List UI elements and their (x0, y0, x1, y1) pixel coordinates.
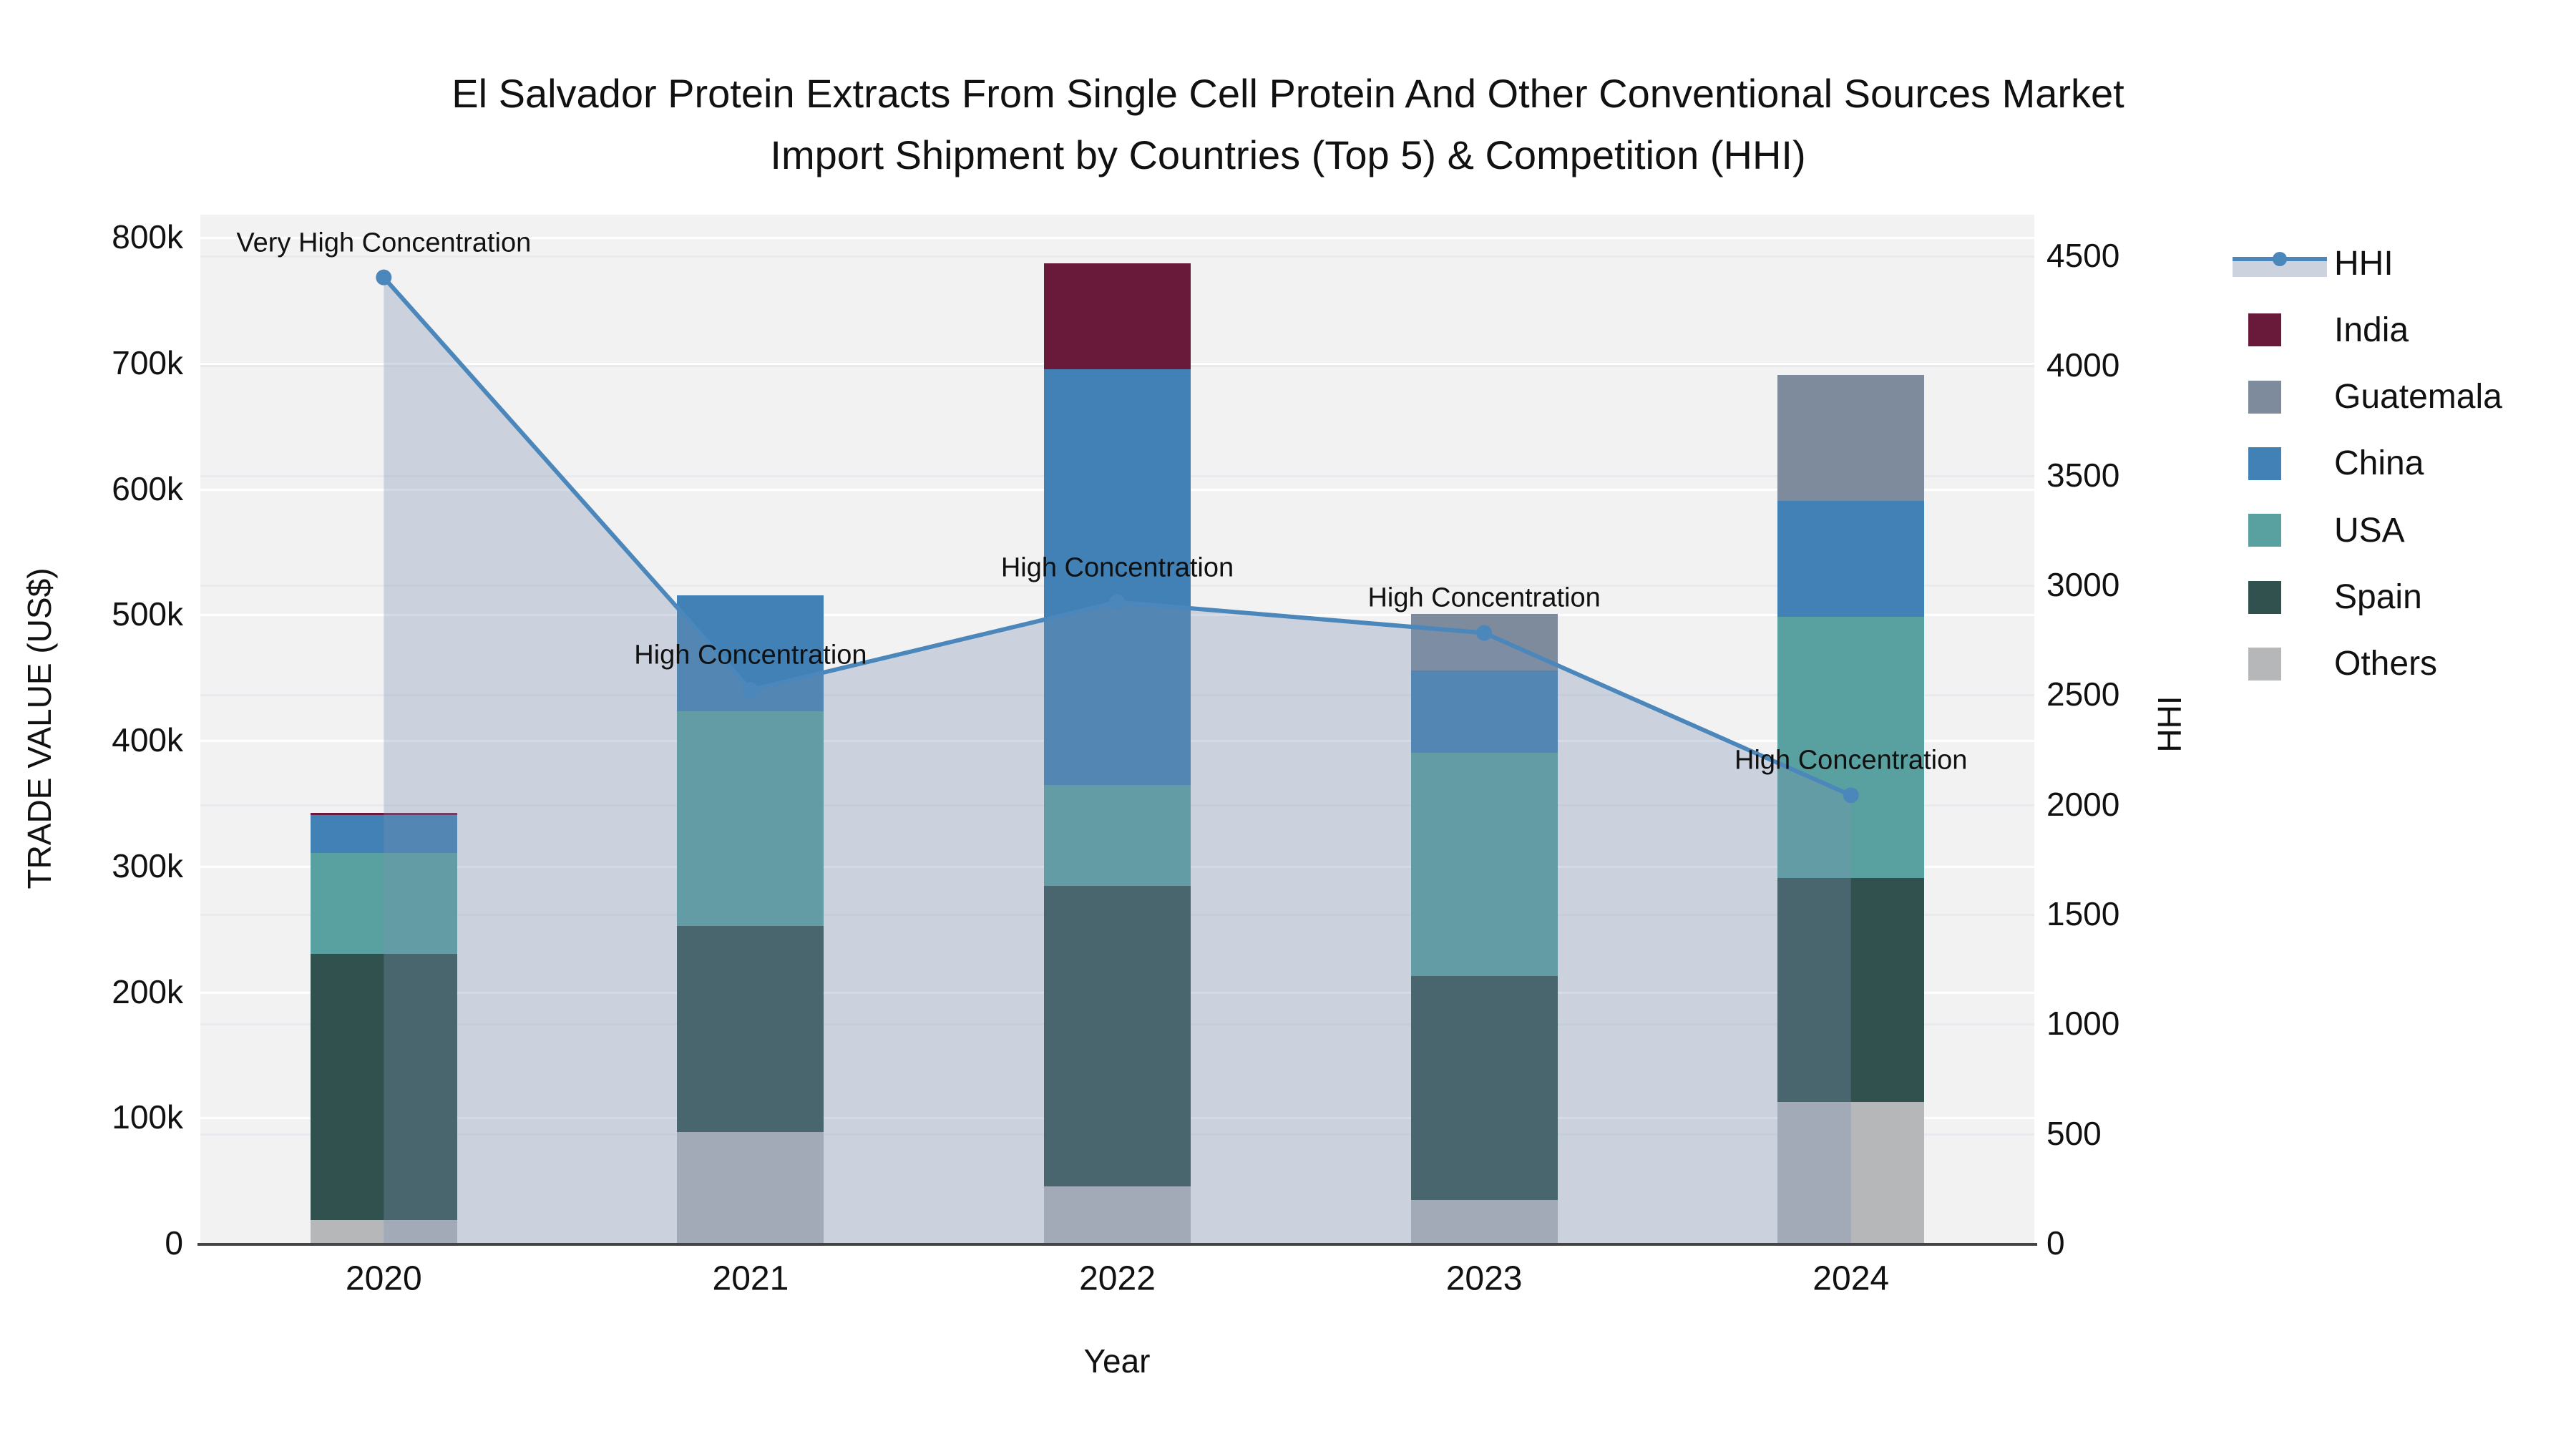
bar-segment-spain-2020[interactable] (310, 953, 457, 1221)
chart-title-line1: El Salvador Protein Extracts From Single… (452, 71, 2124, 116)
y-tick-left-600k: 600k (112, 469, 183, 507)
bar-segment-china-2020[interactable] (310, 815, 457, 854)
y-tick-right-1500: 1500 (2046, 895, 2120, 932)
legend-label-guatemala: Guatemala (2334, 378, 2502, 416)
y-tick-left-0: 0 (165, 1224, 183, 1262)
legend-swatch-guatemala (2248, 380, 2281, 414)
legend-label-spain: Spain (2334, 578, 2422, 616)
bar-segment-others-2022[interactable] (1044, 1186, 1191, 1243)
legend-label-others: Others (2334, 645, 2438, 683)
legend-swatch-usa (2248, 514, 2281, 547)
x-tick-2023: 2023 (1445, 1259, 1523, 1298)
x-tick-2021: 2021 (712, 1259, 789, 1298)
x-tick-2020: 2020 (345, 1259, 422, 1298)
bar-segment-china-2024[interactable] (1777, 501, 1925, 617)
gridline-800k (200, 237, 2034, 239)
bar-segment-india-2022[interactable] (1044, 263, 1191, 369)
y-tick-right-2500: 2500 (2046, 675, 2120, 713)
legend-label-india: India (2334, 311, 2409, 349)
bar-segment-usa-2022[interactable] (1044, 785, 1191, 886)
y-tick-right-3000: 3000 (2046, 566, 2120, 603)
bar-segment-usa-2021[interactable] (677, 711, 824, 927)
y-tick-right-3500: 3500 (2046, 456, 2120, 494)
y-tick-left-300k: 300k (112, 847, 183, 884)
bar-segment-india-2020[interactable] (310, 812, 457, 816)
y-axis-title-left: TRADE VALUE (US$) (21, 567, 58, 889)
bar-segment-china-2023[interactable] (1410, 670, 1558, 753)
x-axis-line (197, 1243, 2037, 1246)
legend-swatch-others (2248, 647, 2281, 680)
hhi-marker-2021[interactable] (742, 682, 758, 698)
annotation-2021: High Concentration (634, 640, 867, 670)
annotation-2024: High Concentration (1735, 745, 1968, 776)
bar-segment-others-2023[interactable] (1410, 1200, 1558, 1243)
annotation-2020: Very High Concentration (236, 228, 532, 258)
y-tick-right-0: 0 (2046, 1224, 2065, 1262)
legend-hhi-line-icon (2233, 247, 2327, 280)
bar-segment-others-2021[interactable] (677, 1132, 824, 1243)
bar-segment-spain-2022[interactable] (1044, 885, 1191, 1186)
y-tick-right-4000: 4000 (2046, 346, 2120, 384)
bar-segment-spain-2024[interactable] (1777, 878, 1925, 1103)
gridline-hhi-4500 (200, 255, 2034, 258)
y-tick-right-2000: 2000 (2046, 785, 2120, 823)
hhi-marker-2024[interactable] (1843, 787, 1859, 804)
annotation-2023: High Concentration (1367, 582, 1601, 613)
annotation-2022: High Concentration (1000, 552, 1234, 583)
x-tick-2022: 2022 (1079, 1259, 1156, 1298)
chart-title-line2: Import Shipment by Countries (Top 5) & C… (770, 132, 1806, 177)
hhi-marker-2020[interactable] (376, 269, 392, 286)
bar-segment-spain-2021[interactable] (677, 926, 824, 1133)
legend-swatch-india (2248, 313, 2281, 347)
y-tick-left-400k: 400k (112, 721, 183, 758)
legend-swatch-china (2248, 447, 2281, 480)
hhi-marker-2023[interactable] (1476, 625, 1493, 641)
chart-title: El Salvador Protein Extracts From Single… (0, 63, 2576, 186)
y-tick-right-1000: 1000 (2046, 1005, 2120, 1043)
bar-segment-spain-2023[interactable] (1410, 976, 1558, 1201)
bar-segment-usa-2023[interactable] (1410, 752, 1558, 977)
y-tick-right-500: 500 (2046, 1114, 2102, 1152)
hhi-line-layer (376, 269, 1859, 1243)
y-tick-left-200k: 200k (112, 972, 183, 1010)
x-axis-title: Year (1083, 1342, 1151, 1380)
bar-segment-usa-2020[interactable] (310, 853, 457, 954)
y-tick-right-4500: 4500 (2046, 237, 2120, 274)
x-tick-2024: 2024 (1813, 1259, 1890, 1298)
legend-swatch-spain (2248, 580, 2281, 614)
bar-segment-usa-2024[interactable] (1777, 616, 1925, 879)
bar-segment-others-2020[interactable] (310, 1220, 457, 1243)
bar-segment-china-2022[interactable] (1044, 369, 1191, 786)
y-tick-left-100k: 100k (112, 1098, 183, 1136)
legend-label-usa: USA (2334, 511, 2405, 550)
hhi-area-fill (384, 277, 1851, 1243)
bar-segment-guatemala-2023[interactable] (1410, 614, 1558, 671)
y-tick-left-500k: 500k (112, 595, 183, 633)
bar-segment-others-2024[interactable] (1777, 1102, 1925, 1243)
bar-segment-guatemala-2024[interactable] (1777, 375, 1925, 502)
y-tick-left-700k: 700k (112, 343, 183, 381)
hhi-marker-2022[interactable] (1109, 594, 1126, 610)
legend-label-china: China (2334, 444, 2424, 483)
legend-label-hhi: HHI (2334, 244, 2394, 283)
y-tick-left-800k: 800k (112, 218, 183, 255)
y-axis-title-right: HHI (2151, 696, 2188, 753)
